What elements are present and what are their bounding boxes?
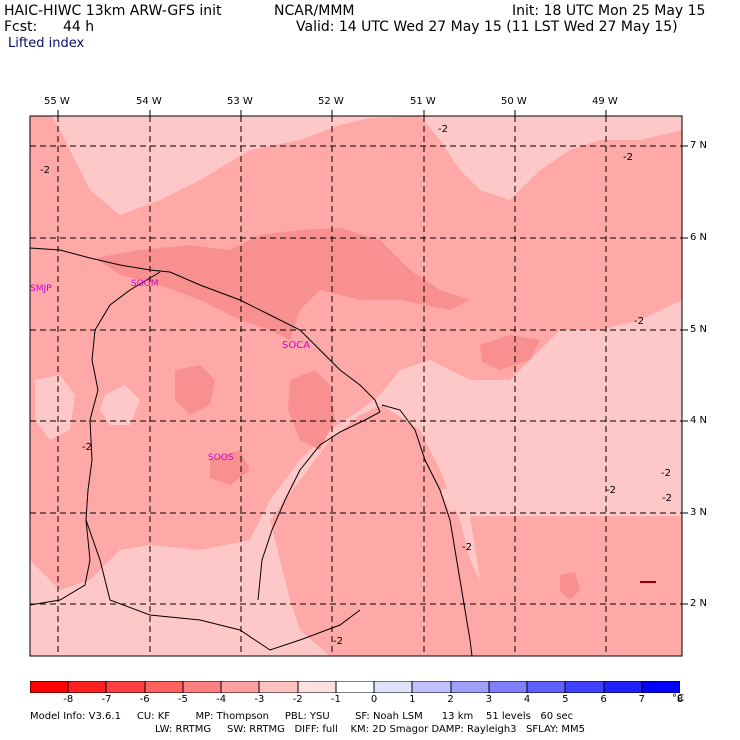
model-info-line1: Model Info: V3.6.1 CU: KF MP: Thompson P… (30, 711, 574, 722)
border-line-north (30, 247, 381, 413)
lat-label-7n: 7 N (690, 140, 708, 151)
colorbar-cell (335, 681, 375, 693)
colorbar-cell (221, 681, 260, 693)
colorbar-tick-label: 4 (523, 694, 531, 705)
fill-medium (30, 116, 682, 590)
colorbar-tick-label: -1 (330, 694, 341, 705)
colorbar-cell (68, 681, 107, 693)
lon-label-49w: 49 W (592, 96, 618, 107)
colorbar-cell (565, 681, 604, 693)
station-label-soos: SOOS (208, 453, 234, 463)
colorbar-cell (603, 681, 642, 693)
valid-time: Valid: 14 UTC Wed 27 May 15 (11 LST Wed … (296, 19, 678, 35)
border-line-east (257, 411, 381, 601)
colorbar-tick-label: 1 (409, 694, 416, 705)
forecast-label: Fcst: (4, 19, 38, 35)
colorbar-tick-label: 6 (600, 694, 607, 705)
graticule (30, 116, 682, 656)
colorbar-tick-label: -4 (216, 694, 227, 705)
model-title: HAIC-HIWC 13km ARW-GFS init (4, 3, 222, 19)
colorbar-cell (259, 681, 298, 693)
lon-label-53w: 53 W (227, 96, 253, 107)
contour-label: -2 (634, 316, 644, 327)
colorbar-tick-label: 5 (562, 694, 569, 705)
lon-label-52w: 52 W (318, 96, 344, 107)
lat-label-2n: 2 N (690, 598, 708, 609)
colorbar-cell (450, 681, 489, 693)
border-line-inner (85, 519, 361, 651)
init-time: Init: 18 UTC Mon 25 May 15 (512, 3, 706, 19)
colorbar-cell (374, 681, 413, 693)
border-line-west (30, 271, 161, 606)
colorbar-cell (412, 681, 451, 693)
station-label-smjp: SMJP (30, 284, 52, 294)
fill-dark-blob5 (560, 572, 580, 600)
colorbar-tick-label: 8 (676, 694, 684, 705)
colorbar-unit: °C (672, 693, 684, 704)
contour-label: -2 (333, 636, 343, 647)
colorbar-cell (106, 681, 145, 693)
field-name: Lifted index (8, 36, 85, 51)
colorbar-tick-label: -3 (254, 694, 265, 705)
fill-light-pocket1 (100, 385, 140, 425)
colorbar-cell (144, 681, 183, 693)
contour-label: -2 (623, 152, 633, 163)
fill-light-pocket3 (440, 485, 470, 512)
lat-label-4n: 4 N (690, 415, 708, 426)
colorbar-tick-label: -5 (177, 694, 188, 705)
contour-label: -2 (462, 542, 472, 553)
contour-label: -2 (662, 493, 672, 504)
fill-dark-band (95, 228, 470, 340)
colorbar-tick-label: -6 (139, 694, 150, 705)
fill-light-pocket2 (35, 375, 75, 440)
institution: NCAR/MMM (274, 3, 355, 19)
lat-label-5n: 5 N (690, 324, 708, 335)
colorbar-tick-label: -7 (101, 694, 112, 705)
lon-label-54w: 54 W (136, 96, 162, 107)
contour-label: -2 (40, 165, 50, 176)
colorbar-cell (527, 681, 566, 693)
lon-label-50w: 50 W (501, 96, 527, 107)
colorbar-cell (297, 681, 336, 693)
coastlines-borders (30, 247, 473, 656)
fill-dark-blob4 (210, 450, 250, 485)
axis-ticks (57, 110, 688, 605)
colorbar-tick-label: -2 (292, 694, 303, 705)
colorbar-tick-label: 7 (638, 694, 645, 705)
shaded-field (30, 116, 682, 656)
colorbar-tick-label: 2 (447, 694, 454, 705)
contour-label: -2 (661, 468, 671, 479)
colorbar-tick-label: 3 (485, 694, 492, 705)
colorbar-tick-label: 0 (370, 694, 378, 705)
colorbar-cell (641, 681, 680, 693)
border-river (381, 404, 473, 656)
fill-light-pocket4 (30, 620, 70, 656)
contour-label: -2 (606, 485, 616, 496)
colorbar-cell (182, 681, 222, 693)
lat-label-6n: 6 N (690, 232, 708, 243)
fill-dark-blob1 (175, 365, 215, 415)
fill-dark-blob2 (288, 370, 335, 450)
forecast-hour: 44 h (63, 19, 95, 35)
colorbar-tick-label: -8 (63, 694, 74, 705)
map-frame (29, 115, 683, 657)
lat-label-3n: 3 N (690, 507, 708, 518)
station-label-soca: SOCA (282, 340, 311, 351)
colorbar-cell (488, 681, 528, 693)
contour-label: -2 (82, 442, 92, 453)
fill-dark-blob3 (480, 335, 540, 370)
station-label-sogm: SOGM (131, 279, 159, 289)
lon-label-51w: 51 W (410, 96, 436, 107)
contour-label: -2 (438, 124, 448, 135)
model-info-line2: LW: RRTMG SW: RRTMG DIFF: full KM: 2D Sm… (155, 724, 585, 735)
lon-label-55w: 55 W (44, 96, 70, 107)
colorbar-cell (30, 681, 69, 693)
